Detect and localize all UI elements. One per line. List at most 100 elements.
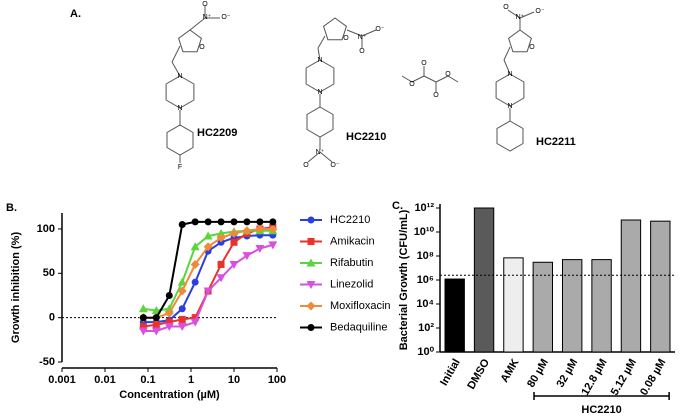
bond xyxy=(519,11,535,19)
atom-label: O xyxy=(199,44,205,51)
x-tick-label: 1 xyxy=(188,374,194,386)
x-tick-label: 0.01 xyxy=(94,374,115,386)
atom-label: O xyxy=(409,81,415,88)
ring xyxy=(305,59,335,93)
atom-label: N xyxy=(317,89,322,96)
x-tick-label: 0.1 xyxy=(140,374,155,386)
atom-label: N xyxy=(177,105,182,112)
x-tick-label: AMK xyxy=(499,357,522,385)
bond xyxy=(307,151,321,163)
marker xyxy=(190,242,200,251)
bond xyxy=(189,17,206,31)
ring xyxy=(306,106,334,138)
atom-label: N xyxy=(507,103,512,110)
atom-label: O xyxy=(503,4,509,11)
bond xyxy=(447,75,459,83)
compound-label: HC2210 xyxy=(346,131,386,143)
bond xyxy=(401,75,413,83)
bond xyxy=(317,35,326,49)
marker xyxy=(203,287,213,296)
bond xyxy=(503,59,511,75)
x-tick-label: 10 xyxy=(228,374,240,386)
marker xyxy=(307,238,315,245)
marker xyxy=(217,218,225,226)
marker xyxy=(177,286,187,296)
marker xyxy=(178,315,186,323)
ring xyxy=(496,120,524,152)
marker xyxy=(190,259,200,269)
marker xyxy=(164,308,174,318)
marker xyxy=(139,314,147,322)
compound-label: HC2209 xyxy=(197,127,237,139)
marker xyxy=(229,228,239,238)
series-line xyxy=(143,226,273,328)
bond xyxy=(435,75,449,83)
bar xyxy=(561,259,583,353)
x-tick-label: DMSO xyxy=(465,357,492,392)
marker xyxy=(268,224,278,234)
y-axis-label: Bacterial Growth (CFU/mL) xyxy=(398,209,410,350)
bar xyxy=(503,257,524,353)
marker xyxy=(152,321,160,329)
marker xyxy=(191,218,199,226)
atom-label: O xyxy=(433,92,439,99)
marker xyxy=(190,318,200,327)
marker xyxy=(191,278,199,286)
ring xyxy=(323,17,347,41)
bar xyxy=(473,207,495,353)
y-tick-label: 10⁰ xyxy=(417,346,434,358)
atom-label: O⁻ xyxy=(221,14,230,21)
marker xyxy=(178,221,186,229)
marker xyxy=(256,218,264,226)
ring xyxy=(165,75,195,109)
y-tick-label: 0 xyxy=(49,312,55,324)
atom-label: O⁻ xyxy=(330,162,339,169)
y-tick-label: 100 xyxy=(37,223,55,235)
panel-label: C. xyxy=(392,200,403,212)
atom-label: O⁻ xyxy=(535,8,544,15)
marker xyxy=(216,233,226,243)
x-tick-label: 12.8 µM xyxy=(579,357,609,398)
marker xyxy=(138,304,148,313)
atom-label: O xyxy=(359,48,365,55)
bond xyxy=(361,29,377,37)
marker xyxy=(307,324,315,331)
panel-label: B. xyxy=(6,202,17,214)
y-tick-label: 10¹⁰ xyxy=(414,226,435,238)
panel-label: A. xyxy=(70,8,81,20)
atom-label: F xyxy=(178,164,182,171)
marker xyxy=(165,291,173,299)
legend-label: Amikacin xyxy=(330,235,375,247)
ring xyxy=(495,73,525,107)
marker xyxy=(216,228,226,237)
y-tick-label: -50 xyxy=(39,356,55,368)
x-tick-label: 0.001 xyxy=(48,374,76,386)
marker xyxy=(242,252,252,261)
marker xyxy=(306,258,316,267)
bond xyxy=(171,45,181,63)
y-tick-label: 10⁸ xyxy=(417,250,434,262)
legend-label: HC2210 xyxy=(330,214,370,226)
y-tick-label: 10² xyxy=(418,322,434,334)
bond xyxy=(171,61,181,77)
x-tick-label: 0.08 µM xyxy=(638,357,668,398)
x-tick-label: 32 µM xyxy=(555,357,581,390)
marker xyxy=(268,241,278,250)
atom-label: N xyxy=(507,71,512,78)
atom-label: O xyxy=(202,1,208,8)
bond xyxy=(319,151,333,163)
x-axis-label: Concentration (µM) xyxy=(119,389,220,401)
marker xyxy=(269,218,277,226)
y-tick-label: 10⁶ xyxy=(417,274,434,286)
ring xyxy=(166,124,194,156)
legend-label: Moxifloxacin xyxy=(330,300,391,312)
marker xyxy=(306,281,316,289)
marker xyxy=(255,244,265,253)
bar xyxy=(532,261,554,353)
bond xyxy=(423,75,437,83)
marker xyxy=(306,301,316,311)
marker xyxy=(255,224,265,234)
atom-label: O xyxy=(421,60,427,67)
x-tick-label: 80 µM xyxy=(525,357,551,390)
